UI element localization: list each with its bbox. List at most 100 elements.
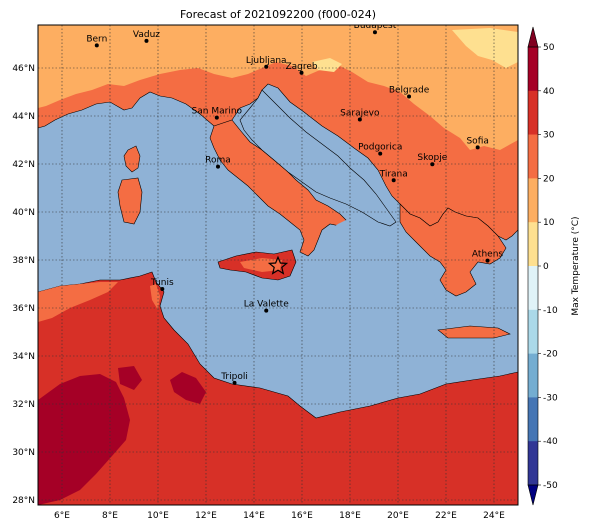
- colorbar-segment: [528, 397, 538, 442]
- city-label: Sofia: [466, 136, 488, 146]
- band-20-30-tunisia: [38, 282, 118, 322]
- city-dot: [216, 164, 220, 169]
- city-dot: [264, 64, 269, 69]
- city-label: Podgorica: [358, 143, 402, 153]
- lon-tick-label: 12°E: [195, 511, 217, 521]
- band-20-30-tunisia-coast: [150, 284, 160, 310]
- city-label: Vaduz: [133, 30, 160, 40]
- lon-tick-label: 18°E: [339, 511, 361, 521]
- colorbar-tick-label: -40: [543, 437, 558, 447]
- band-0-10-patch: [312, 58, 342, 72]
- city-label: Athens: [472, 250, 503, 260]
- lat-tick-label: 42°N: [12, 160, 35, 170]
- colorbar-tick-label: 10: [543, 218, 555, 228]
- marker-layer: [267, 255, 289, 275]
- colorbar: [527, 26, 539, 506]
- city-label: Ljubljana: [246, 56, 287, 66]
- colorbar-tick-label: 20: [543, 174, 555, 184]
- colorbar-tick-label: -50: [543, 481, 558, 491]
- band-40-50-patch: [118, 366, 142, 390]
- city-label: Skopje: [417, 153, 447, 163]
- colorbar-over-arrow: [527, 26, 539, 48]
- land-crete: [437, 325, 511, 339]
- colorbar-segment: [528, 47, 538, 92]
- city-label: Bern: [86, 34, 107, 44]
- city-dot: [407, 94, 412, 99]
- land-italy: [209, 119, 347, 257]
- colorbar-segment: [528, 441, 538, 486]
- band-0-10-alps: [452, 28, 518, 68]
- lon-tick-label: 8°E: [102, 511, 118, 521]
- lat-tick-label: 30°N: [12, 448, 35, 458]
- city-dot: [391, 178, 396, 183]
- city-dot: [94, 43, 99, 48]
- lon-tick-labels: 6°E 8°E 10°E 12°E 14°E 16°E 18°E 20°E 22°E 24°E: [54, 511, 505, 521]
- colorbar-tick-label: -30: [543, 393, 558, 403]
- lat-tick-label: 40°N: [12, 208, 35, 218]
- colorbar-tick-label: 50: [543, 43, 555, 53]
- lat-grid: [38, 67, 518, 501]
- lat-tick-label: 46°N: [12, 64, 35, 74]
- land-corsica: [123, 145, 141, 173]
- colorbar-segment: [528, 309, 538, 354]
- lon-tick-label: 16°E: [291, 511, 313, 521]
- city-dot: [160, 287, 165, 291]
- lat-tick-labels: 28°N 30°N 32°N 34°N 36°N 38°N 40°N 42°N 44°N 46°N: [12, 64, 35, 506]
- lat-tick-label: 44°N: [12, 112, 35, 122]
- lon-grid: [61, 25, 495, 505]
- city-dot: [475, 145, 480, 150]
- adriatic-sea: [239, 89, 397, 227]
- city-dot: [378, 151, 383, 156]
- city-dot: [144, 38, 149, 43]
- map-frame: [37, 24, 519, 506]
- city-dot: [264, 308, 269, 313]
- city-dot: [430, 162, 435, 167]
- city-label: La Valette: [244, 300, 289, 310]
- city-label: Budapest: [354, 21, 397, 31]
- city-dot: [372, 30, 377, 35]
- star-marker: [267, 255, 289, 275]
- city-dot: [232, 380, 237, 385]
- colorbar-label: Max Temperature (°C): [571, 216, 581, 315]
- colorbar-segment: [528, 90, 538, 135]
- colorbar-tick-label: -20: [543, 350, 558, 360]
- colorbar-segment: [528, 266, 538, 311]
- lon-tick-label: 14°E: [243, 511, 265, 521]
- city-label: Tunis: [150, 278, 174, 288]
- land-sicily-inner: [240, 258, 282, 272]
- lon-tick-label: 22°E: [435, 511, 457, 521]
- colorbar-segment: [528, 353, 538, 398]
- city-dot: [357, 117, 362, 122]
- colorbar-under-arrow: [527, 484, 539, 506]
- land-sardinia: [117, 177, 143, 225]
- colorbar-tick-label: 40: [543, 87, 555, 97]
- lat-tick-label: 36°N: [12, 304, 35, 314]
- city-dot: [485, 258, 490, 263]
- band-10-20-north: [38, 25, 518, 150]
- ionian-sea: [312, 220, 436, 322]
- colorbar-tick-label: 0: [543, 262, 549, 272]
- land-greece: [399, 203, 507, 297]
- city-label: Zagreb: [285, 62, 317, 72]
- colorbar-segment: [528, 222, 538, 267]
- colorbar-segment: [528, 134, 538, 179]
- map-title: Forecast of 2021092200 (f000-024): [179, 8, 377, 21]
- colorbar-tick-labels: -50 -40 -30 -20 -10 0 10 20 30 40 50: [538, 43, 558, 491]
- colorbar-segment: [528, 178, 538, 223]
- city-label: San Marino: [192, 107, 243, 117]
- lat-tick-label: 34°N: [12, 352, 35, 362]
- lat-tick-label: 32°N: [12, 400, 35, 410]
- city-label: Sarajevo: [340, 109, 380, 119]
- band-40-50-west: [38, 374, 130, 505]
- city-label: Roma: [205, 156, 231, 166]
- lon-tick-label: 20°E: [387, 511, 409, 521]
- lat-tick-label: 38°N: [12, 256, 35, 266]
- colorbar-tick-label: -10: [543, 306, 558, 316]
- city-label: Belgrade: [389, 86, 430, 96]
- lon-tick-label: 6°E: [54, 511, 70, 521]
- lon-tick-label: 24°E: [483, 511, 505, 521]
- colorbar-tick-label: 30: [543, 131, 555, 141]
- city-dot: [214, 115, 219, 120]
